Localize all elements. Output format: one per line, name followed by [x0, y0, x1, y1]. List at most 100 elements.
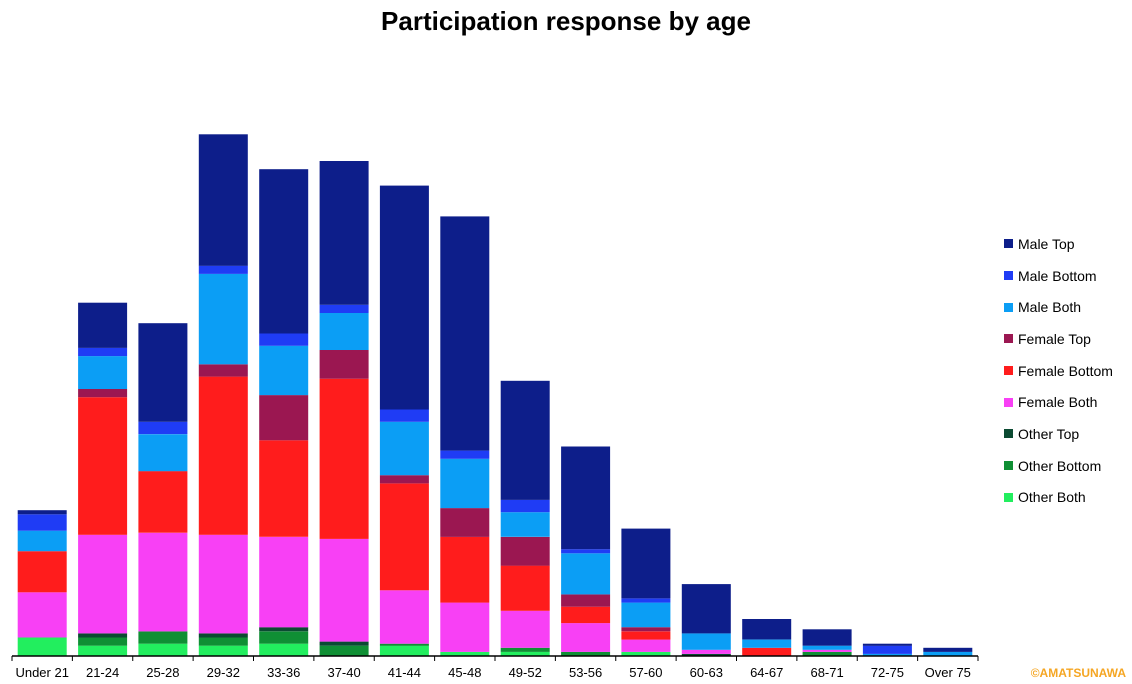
bar-female-both-37-40	[319, 538, 369, 642]
bar-other-top-37-40	[319, 641, 369, 646]
x-tick-label: 49-52	[509, 665, 542, 680]
bar-male-top-25-28	[138, 323, 188, 422]
bar-female-both-under-21	[17, 592, 67, 638]
bar-other-top-29-32	[198, 633, 248, 638]
legend-swatch	[1004, 334, 1013, 344]
legend-label: Other Both	[1018, 489, 1086, 506]
bar-male-top-41-44	[379, 185, 429, 410]
bar-other-both-49-52	[500, 651, 550, 656]
legend-label: Female Both	[1018, 394, 1098, 411]
legend-item-female-top: Female Top	[1004, 323, 1113, 355]
legend-item-other-top: Other Top	[1004, 418, 1113, 450]
bar-female-both-29-32	[198, 534, 248, 634]
bar-male-bottom-25-28	[138, 421, 188, 435]
bar-other-top-33-36	[259, 627, 309, 632]
legend-label: Female Top	[1018, 330, 1091, 347]
bar-female-top-33-36	[259, 395, 309, 441]
bar-male-both-29-32	[198, 273, 248, 365]
legend-label: Male Bottom	[1018, 267, 1097, 284]
bar-female-top-41-44	[379, 475, 429, 484]
bar-male-top-60-63	[681, 584, 731, 634]
bar-male-bottom-under-21	[17, 514, 67, 531]
chart-title: Participation response by age	[381, 6, 751, 36]
x-tick-label: 64-67	[750, 665, 783, 680]
bar-male-both-72-75	[862, 653, 912, 656]
bar-male-top-57-60	[621, 528, 671, 599]
legend-item-male-top: Male Top	[1004, 228, 1113, 260]
x-tick-label: 57-60	[629, 665, 662, 680]
bar-male-top-68-71	[802, 629, 852, 646]
bar-female-top-45-48	[440, 508, 490, 537]
bar-other-bottom-29-32	[198, 637, 248, 646]
legend-item-female-bottom: Female Bottom	[1004, 355, 1113, 387]
bars-group	[17, 134, 973, 656]
bar-male-both-53-56	[561, 553, 611, 595]
bar-male-top-53-56	[561, 446, 611, 550]
bar-female-top-21-24	[78, 389, 128, 398]
bar-male-top-49-52	[500, 380, 550, 500]
bar-male-top-under-21	[17, 510, 67, 515]
bar-male-both-60-63	[681, 633, 731, 650]
bar-female-bottom-25-28	[138, 471, 188, 533]
bar-female-bottom-57-60	[621, 631, 671, 640]
bar-female-top-49-52	[500, 536, 550, 566]
bar-male-top-21-24	[78, 302, 128, 348]
bar-female-both-60-63	[681, 649, 731, 654]
x-tick-label: 29-32	[207, 665, 240, 680]
bar-female-both-41-44	[379, 590, 429, 644]
bar-male-bottom-57-60	[621, 598, 671, 603]
bar-male-top-72-75	[862, 643, 912, 646]
bar-male-both-64-67	[742, 639, 792, 648]
bar-female-both-57-60	[621, 639, 671, 652]
bar-female-top-53-56	[561, 594, 611, 607]
bar-male-bottom-29-32	[198, 265, 248, 274]
legend-label: Other Top	[1018, 425, 1080, 442]
bar-other-bottom-21-24	[78, 637, 128, 646]
bar-male-top-over-75	[923, 647, 973, 652]
bar-female-bottom-64-67	[742, 647, 792, 656]
x-tick-label: 72-75	[871, 665, 904, 680]
bar-male-both-under-21	[17, 530, 67, 552]
x-axis: Under 21 21-24 25-28 29-32 33-36 37-40 41-44 45…	[11, 655, 979, 680]
bar-male-both-33-36	[259, 345, 309, 396]
bar-other-both-45-48	[440, 651, 490, 656]
bar-male-both-41-44	[379, 421, 429, 476]
bar-other-bottom-68-71	[802, 651, 852, 656]
bar-other-bottom-41-44	[379, 643, 429, 646]
x-tick-label: Over 75	[925, 665, 971, 680]
bar-male-both-21-24	[78, 356, 128, 389]
bar-other-both-25-28	[138, 643, 188, 656]
legend: Male Top Male Bottom Male Both Female Top Fe…	[1004, 228, 1113, 513]
bar-male-top-29-32	[198, 134, 248, 266]
legend-item-other-both: Other Both	[1004, 482, 1113, 514]
x-tick-label: 41-44	[388, 665, 421, 680]
bar-female-bottom-45-48	[440, 536, 490, 603]
bar-male-top-33-36	[259, 169, 309, 334]
bar-female-both-68-71	[802, 649, 852, 652]
x-tick-label: 68-71	[810, 665, 843, 680]
bar-female-bottom-33-36	[259, 440, 309, 537]
bar-other-bottom-37-40	[319, 645, 369, 656]
bar-male-both-49-52	[500, 512, 550, 537]
legend-label: Male Both	[1018, 299, 1082, 316]
x-tick-label: 45-48	[448, 665, 481, 680]
legend-swatch	[1004, 397, 1013, 407]
x-tick-label: 33-36	[267, 665, 300, 680]
bar-female-bottom-29-32	[198, 376, 248, 535]
bar-male-bottom-72-75	[862, 645, 912, 654]
bar-female-bottom-21-24	[78, 397, 128, 535]
bar-male-both-45-48	[440, 458, 490, 509]
bar-male-bottom-21-24	[78, 347, 128, 357]
legend-item-male-bottom: Male Bottom	[1004, 260, 1113, 292]
legend-swatch	[1004, 366, 1013, 376]
bar-female-bottom-37-40	[319, 378, 369, 539]
bar-male-top-64-67	[742, 619, 792, 640]
bar-male-bottom-53-56	[561, 549, 611, 554]
bar-male-bottom-41-44	[379, 409, 429, 422]
bar-other-top-21-24	[78, 633, 128, 638]
bar-female-top-37-40	[319, 349, 369, 379]
bar-male-top-45-48	[440, 216, 490, 451]
x-tick-label: 37-40	[327, 665, 360, 680]
bar-other-both-33-36	[259, 643, 309, 656]
x-tick-label: 21-24	[86, 665, 119, 680]
